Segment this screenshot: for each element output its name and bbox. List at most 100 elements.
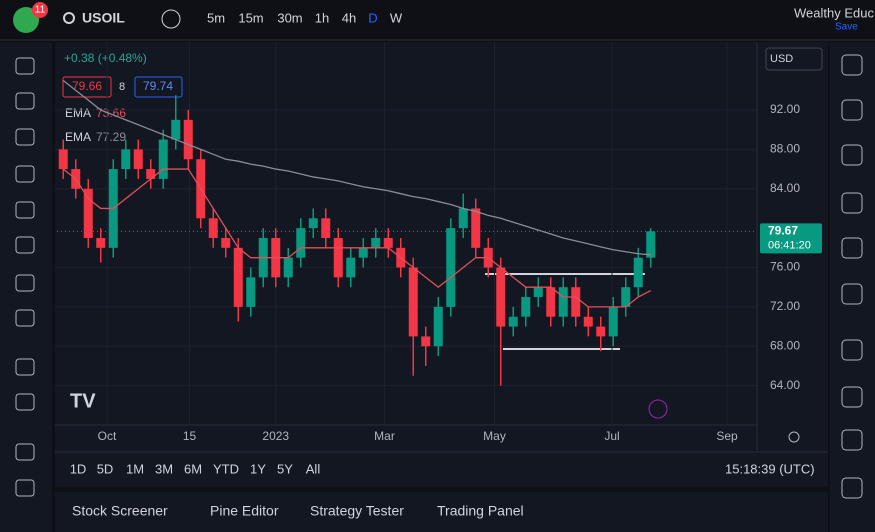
panel-tab[interactable]: Pine Editor [210,503,279,519]
candle-body [308,218,318,229]
candle-body [296,228,306,258]
candle-body [571,287,581,317]
widget-icon[interactable] [841,99,863,121]
tool-icon[interactable] [15,358,35,376]
candle-body [421,336,431,347]
range-button[interactable]: All [306,461,321,476]
candle-body [596,326,606,337]
panel-tab[interactable]: Trading Panel [437,503,524,519]
widget-icon[interactable] [841,339,863,361]
candle-body [121,149,131,170]
range-button[interactable]: 1Y [250,461,266,476]
widget-icon[interactable] [841,283,863,305]
y-tick-label: 84.00 [770,181,800,195]
candle-body [446,228,456,307]
candle-body [321,218,331,238]
interval-button[interactable]: 4h [342,10,356,25]
tool-icon[interactable] [15,128,35,146]
widget-icon[interactable] [841,144,863,166]
tool-icon[interactable] [15,201,35,219]
tool-icon[interactable] [15,309,35,327]
add-symbol[interactable] [161,9,181,29]
tool-icon[interactable] [15,443,35,461]
range-button[interactable]: 3M [155,461,173,476]
widget-icon[interactable] [841,192,863,214]
tool-icon[interactable] [15,57,35,75]
countdown: 06:41:20 [768,239,811,251]
candle-body [646,231,656,258]
interval-button[interactable]: D [368,10,377,25]
tool-icon[interactable] [15,165,35,183]
candle-body [183,119,193,160]
range-button[interactable]: 1D [70,461,87,476]
candle-body [221,237,231,248]
tool-icon[interactable] [15,393,35,411]
candle-body [208,218,218,238]
interval-button[interactable]: 5m [207,10,225,25]
x-tick-label: 2023 [262,429,289,443]
account-name[interactable]: Wealthy Educ [794,5,874,20]
candle-body [533,287,543,298]
ask: 79.74 [143,79,173,93]
range-button[interactable]: 5D [97,461,114,476]
ema-label: EMA [65,130,91,144]
widget-icon[interactable] [841,237,863,259]
widget-icon[interactable] [841,386,863,408]
candle-body [96,237,106,248]
currency-select[interactable] [765,47,823,71]
y-tick-label: 68.00 [770,338,800,352]
candle-body [583,316,593,327]
ema-label: EMA [65,106,91,120]
candle-body [58,149,68,170]
logo[interactable] [13,7,39,33]
interval-button[interactable]: 1h [315,10,329,25]
event-icon[interactable] [648,399,668,419]
right-toolbar [830,42,875,532]
last-price: 79.67 [768,224,798,238]
range-button[interactable]: 1M [126,461,144,476]
range-button[interactable]: 5Y [277,461,293,476]
ema-value: 77.29 [96,130,126,144]
bottom-panel [55,492,828,532]
widget-icon[interactable] [841,54,863,76]
panel-tab[interactable]: Strategy Tester [310,503,404,519]
chart-pane [55,42,828,487]
save[interactable]: Save [835,22,858,33]
candle-body [496,267,506,327]
range-button[interactable]: 6M [184,461,202,476]
currency: USD [770,53,793,65]
tool-icon[interactable] [15,274,35,292]
candle-body [233,247,243,307]
symbol[interactable]: USOIL [82,10,125,26]
ema-line [62,79,651,256]
widget-icon[interactable] [841,477,863,499]
panel-tab[interactable]: Stock Screener [72,503,168,519]
left-toolbar [0,42,52,532]
range-button[interactable]: YTD [213,461,239,476]
tool-icon[interactable] [15,92,35,110]
candle-body [558,287,568,317]
tool-icon[interactable] [15,236,35,254]
candle-body [458,208,468,229]
candle-body [608,306,618,337]
search-icon[interactable] [63,12,75,24]
x-tick-label: 15 [183,429,197,443]
x-tick-label: Jul [604,429,619,443]
badge [32,2,48,18]
tool-icon[interactable] [15,479,35,497]
interval-button[interactable]: W [390,10,403,25]
widget-icon[interactable] [841,429,863,451]
ask-box[interactable] [134,76,183,98]
candle-body [471,208,481,248]
tv-logo: TV [70,390,96,412]
settings-icon[interactable] [788,431,800,443]
y-tick-label: 92.00 [770,102,800,116]
candle-body [358,247,368,258]
candle-body [346,257,356,278]
interval-button[interactable]: 30m [277,10,302,25]
interval-button[interactable]: 15m [238,10,263,25]
bid: 79.66 [72,79,102,93]
last-price-tag [760,223,822,254]
bid-box[interactable] [62,76,112,98]
